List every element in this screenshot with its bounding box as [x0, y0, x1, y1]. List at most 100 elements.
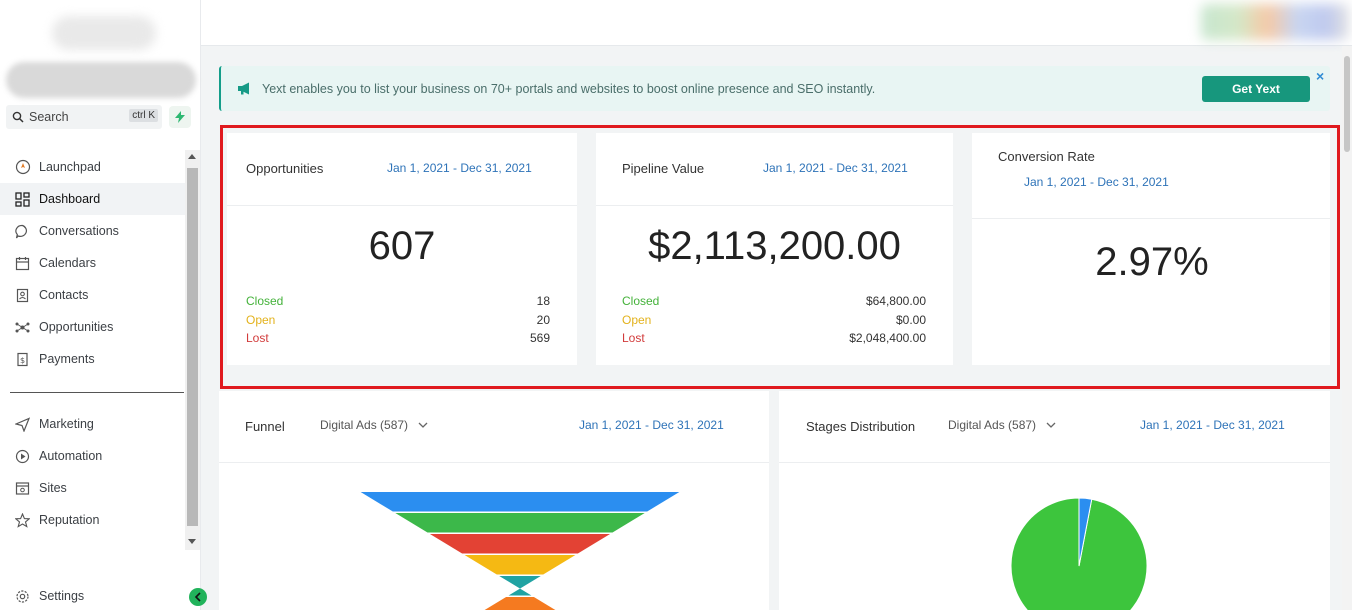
closed-label: Closed [622, 294, 660, 308]
sidebar-scrollbar[interactable] [185, 150, 200, 550]
sidebar-item-reputation[interactable]: Reputation [0, 504, 185, 536]
closed-value: 18 [536, 294, 550, 308]
header-actions[interactable] [1201, 4, 1349, 40]
sidebar-item-label: Settings [39, 589, 85, 603]
panel-header [219, 391, 769, 463]
sidebar-item-label: Contacts [39, 288, 89, 302]
pipeline-select[interactable]: Digital Ads (587) [320, 418, 428, 432]
lost-label: Lost [622, 331, 645, 345]
account-switcher[interactable] [6, 62, 196, 98]
search-label: Search [29, 110, 69, 124]
sidebar-item-marketing[interactable]: Marketing [0, 408, 185, 440]
panel-header [779, 391, 1330, 463]
get-yext-button[interactable]: Get Yext [1202, 76, 1310, 102]
payments-icon: $ [14, 351, 31, 368]
sites-icon [14, 480, 31, 497]
sidebar-item-opportunities[interactable]: Opportunities [0, 311, 185, 343]
sidebar-item-label: Conversations [39, 224, 119, 238]
date-range[interactable]: Jan 1, 2021 - Dec 31, 2021 [579, 418, 724, 432]
stats-highlight-box [220, 125, 1340, 389]
card-title: Conversion Rate [998, 149, 1095, 164]
conversion-rate-card: Conversion Rate Jan 1, 2021 - Dec 31, 20… [972, 133, 1330, 365]
svg-text:$: $ [20, 356, 25, 365]
promo-banner: Yext enables you to list your business o… [219, 66, 1330, 111]
date-range[interactable]: Jan 1, 2021 - Dec 31, 2021 [1024, 175, 1169, 189]
chevron-down-icon [418, 422, 428, 428]
launchpad-icon [14, 159, 31, 176]
settings-section: Settings [0, 580, 185, 610]
quick-actions-button[interactable] [169, 106, 191, 128]
sidebar-item-calendars[interactable]: Calendars [0, 247, 185, 279]
date-range[interactable]: Jan 1, 2021 - Dec 31, 2021 [1140, 418, 1285, 432]
primary-nav: Launchpad Dashboard Conversations Calend… [0, 151, 185, 375]
scroll-up-arrow-icon[interactable] [188, 154, 196, 159]
chat-icon [14, 223, 31, 240]
sidebar-scroll-thumb[interactable] [187, 168, 198, 526]
pipeline-select[interactable]: Digital Ads (587) [948, 418, 1056, 432]
sidebar-item-automation[interactable]: Automation [0, 440, 185, 472]
sidebar-item-contacts[interactable]: Contacts [0, 279, 185, 311]
sidebar-item-label: Opportunities [39, 320, 114, 334]
secondary-nav: Marketing Automation Sites Reputation [0, 408, 185, 536]
close-icon[interactable]: × [1316, 68, 1325, 84]
automation-icon [14, 448, 31, 465]
sidebar-item-dashboard[interactable]: Dashboard [0, 183, 185, 215]
closed-label: Closed [246, 294, 284, 308]
select-value: Digital Ads (587) [948, 418, 1037, 432]
main-scroll-thumb[interactable] [1344, 56, 1350, 152]
star-icon [14, 512, 31, 529]
funnel-stage-band[interactable] [474, 597, 566, 610]
sidebar-item-conversations[interactable]: Conversations [0, 215, 185, 247]
funnel-stage-band[interactable] [429, 534, 611, 554]
panel-title: Funnel [245, 419, 285, 434]
pie-slice[interactable] [1078, 497, 1093, 567]
funnel-stage-band[interactable] [360, 492, 680, 512]
date-range[interactable]: Jan 1, 2021 - Dec 31, 2021 [387, 161, 532, 175]
opportunities-card: Opportunities Jan 1, 2021 - Dec 31, 2021… [227, 133, 577, 365]
sidebar-item-label: Reputation [39, 513, 100, 527]
opportunities-icon [14, 319, 31, 336]
company-logo [52, 16, 156, 50]
closed-row: Closed $64,800.00 [622, 294, 926, 308]
open-row: Open 20 [246, 313, 550, 327]
pie-slice[interactable] [1010, 497, 1148, 610]
send-icon [14, 416, 31, 433]
scroll-down-arrow-icon[interactable] [188, 539, 196, 544]
sidebar-divider [10, 392, 184, 393]
sidebar-item-label: Sites [39, 481, 67, 495]
funnel-panel: Funnel Digital Ads (587) Jan 1, 2021 - D… [219, 391, 769, 610]
lost-row: Lost $2,048,400.00 [622, 331, 926, 345]
sidebar-item-sites[interactable]: Sites [0, 472, 185, 504]
opportunities-total: 607 [368, 224, 436, 268]
funnel-stage-band[interactable] [464, 555, 576, 575]
banner-text: Yext enables you to list your business o… [262, 81, 876, 96]
date-range[interactable]: Jan 1, 2021 - Dec 31, 2021 [763, 161, 908, 175]
megaphone-icon [238, 82, 249, 95]
pipeline-total: $2,113,200.00 [648, 224, 901, 268]
funnel-stage-band[interactable] [499, 576, 541, 596]
lost-value: 569 [529, 331, 550, 345]
panel-title: Stages Distribution [806, 419, 916, 434]
open-value: $0.00 [895, 313, 926, 327]
sidebar-item-label: Automation [39, 449, 103, 463]
sidebar-item-settings[interactable]: Settings [0, 580, 185, 610]
dashboard-icon [14, 191, 31, 208]
funnel-stage-band[interactable] [395, 513, 645, 533]
collapse-sidebar-button[interactable] [189, 588, 207, 606]
sidebar-item-label: Marketing [39, 417, 94, 431]
search-input[interactable]: Search ctrl K [6, 105, 162, 129]
main-scrollbar[interactable] [1342, 46, 1352, 610]
card-header [596, 133, 953, 206]
calendar-icon [14, 255, 31, 272]
stages-distribution-panel: Stages Distribution Digital Ads (587) Ja… [779, 391, 1330, 610]
pipeline-value-card: Pipeline Value Jan 1, 2021 - Dec 31, 202… [596, 133, 953, 365]
open-row: Open $0.00 [622, 313, 926, 327]
open-label: Open [622, 313, 652, 327]
lightning-icon [175, 111, 185, 123]
card-title: Pipeline Value [622, 161, 705, 176]
select-value: Digital Ads (587) [320, 418, 409, 432]
sidebar-item-launchpad[interactable]: Launchpad [0, 151, 185, 183]
chevron-left-icon [194, 592, 201, 602]
stages-pie-chart [1010, 497, 1148, 610]
sidebar-item-payments[interactable]: $ Payments [0, 343, 185, 375]
